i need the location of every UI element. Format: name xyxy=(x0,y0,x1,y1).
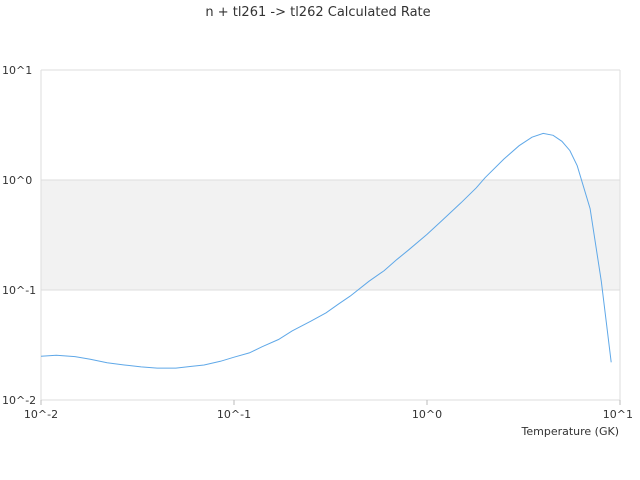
x-axis-ticks: 10^-2 10^-1 10^0 10^1 xyxy=(24,400,633,421)
y-axis-ticks: 10^-2 10^-1 10^0 10^1 xyxy=(2,64,36,407)
x-axis-label: Temperature (GK) xyxy=(521,425,620,438)
x-tick-label: 10^1 xyxy=(603,408,633,421)
y-tick-label: 10^-1 xyxy=(2,284,36,297)
rate-series-line xyxy=(40,132,612,369)
x-tick-label: 10^0 xyxy=(412,408,442,421)
y-tick-label: 10^0 xyxy=(2,174,32,187)
gridlines xyxy=(41,69,620,401)
x-tick-label: 10^-2 xyxy=(24,408,58,421)
y-tick-label: 10^-2 xyxy=(2,394,36,407)
plot-frame xyxy=(40,70,621,400)
chart-title: n + tl261 -> tl262 Calculated Rate xyxy=(205,5,430,20)
x-tick-label: 10^-1 xyxy=(217,408,251,421)
y-tick-label: 10^1 xyxy=(2,64,32,77)
shaded-band xyxy=(41,180,620,290)
